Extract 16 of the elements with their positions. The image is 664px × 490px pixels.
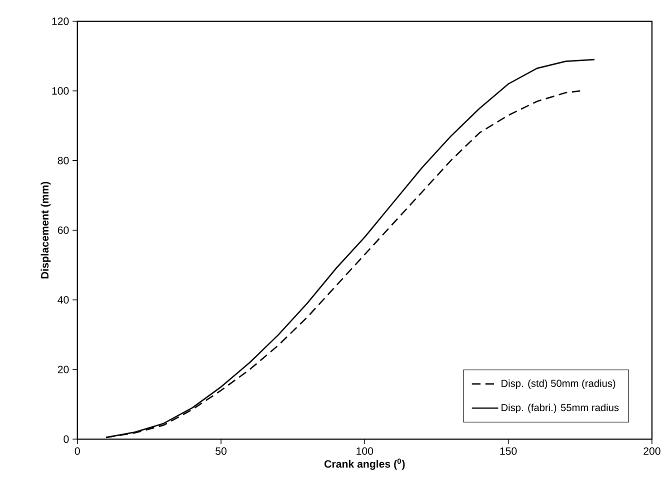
y-axis-title: Displacement (mm)	[40, 182, 51, 278]
y-tick-label: 120	[52, 17, 69, 25]
x-tick-label: 100	[356, 447, 374, 455]
y-tick-label: 80	[58, 156, 69, 164]
legend-label: Disp. (fabri.) 55mm radius	[502, 404, 619, 413]
y-tick-label: 40	[58, 296, 69, 304]
x-tick-label: 200	[644, 447, 660, 455]
x-tick-label: 50	[216, 447, 226, 455]
y-tick-label: 0	[64, 435, 69, 443]
legend-label: Disp. (std) 50mm (radius)	[502, 379, 616, 389]
y-tick-label: 100	[52, 86, 69, 94]
x-tick-label: 0	[74, 447, 80, 455]
x-axis-title: Crank angles ($^{0}$)	[324, 458, 405, 470]
y-tick-label: 60	[58, 226, 69, 234]
x-tick-label: 150	[500, 447, 517, 455]
y-tick-label: 20	[58, 366, 69, 374]
